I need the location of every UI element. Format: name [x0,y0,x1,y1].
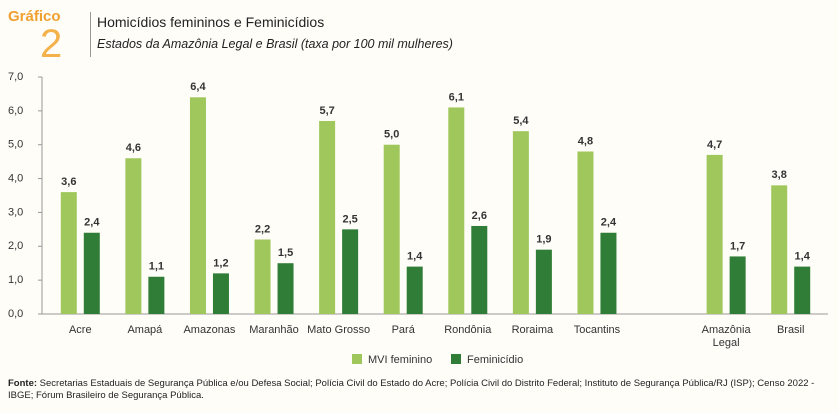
value-label: 1,1 [149,261,164,273]
bar [319,121,336,314]
x-tick-label: Amapá [127,324,163,336]
bar [212,273,229,314]
legend-swatch [352,354,362,364]
source: Fonte: Secretarias Estaduais de Seguranç… [8,378,828,402]
y-tick-label: 7,0 [8,71,23,83]
bar [577,151,594,314]
y-tick-label: 5,0 [8,139,23,151]
bar [342,229,359,314]
legend-item: Feminicídio [451,354,523,366]
value-label: 2,6 [472,210,487,222]
legend-label: MVI feminino [368,354,433,366]
legend-item: MVI feminino [352,354,432,366]
value-label: 2,2 [255,223,270,235]
bar [535,249,552,314]
value-label: 5,7 [319,105,334,117]
bar [794,266,811,314]
bar [471,225,488,314]
x-tick-label: Pará [391,324,415,336]
value-label: 4,6 [126,142,141,154]
value-label: 1,9 [536,234,551,246]
value-label: 4,7 [707,139,722,151]
value-label: 1,2 [213,257,228,269]
y-tick-label: 2,0 [8,240,23,252]
legend-label: Feminicídio [467,354,524,366]
figure-number: 2 [40,22,63,66]
x-tick-label: Mato Grosso [307,324,371,336]
x-tick-label: Amazonas [183,324,236,336]
legend-swatch [451,354,461,364]
y-tick-label: 0,0 [8,308,23,320]
bar [83,232,100,314]
value-label: 2,5 [342,213,357,225]
source-label: Fonte: [8,378,38,389]
bar [60,192,77,314]
bar [254,239,271,314]
value-label: 6,1 [449,91,464,103]
bar [406,266,423,314]
value-label: 2,4 [601,217,617,229]
figure-label: Gráfico [8,8,61,25]
y-tick-label: 6,0 [8,105,23,117]
value-label: 4,8 [578,135,593,147]
x-tick-label: Tocantins [573,324,621,336]
y-tick-label: 3,0 [8,206,23,218]
value-label: 2,4 [84,217,100,229]
x-tick-label: Maranhão [249,324,299,336]
chart-subtitle: Estados da Amazônia Legal e Brasil (taxa… [97,37,453,51]
value-label: 5,0 [384,129,399,141]
x-tick-label: Brasil [776,324,805,336]
bar [125,158,142,314]
bar [277,263,294,314]
bar [512,131,529,314]
bar [383,144,400,314]
bar [771,185,788,314]
bar [148,276,165,314]
y-tick-label: 4,0 [8,172,23,184]
chart-title: Homicídios femininos e Feminicídios [97,14,325,30]
value-label: 1,5 [278,247,293,259]
bar [448,107,465,314]
bar [729,256,746,314]
value-label: 3,8 [772,169,787,181]
value-label: 1,4 [407,251,423,263]
divider [90,12,91,57]
bar [600,232,617,314]
bar [706,154,723,314]
value-label: 3,6 [61,176,76,188]
value-label: 1,4 [795,251,811,263]
value-label: 5,4 [513,115,529,127]
value-label: 1,7 [730,240,745,252]
bar [189,97,206,314]
x-tick-label: Rondônia [444,324,492,336]
x-tick-label: Amazônia Legal [701,324,751,349]
x-tick-label: Acre [68,324,92,336]
value-label: 6,4 [190,81,206,93]
y-tick-label: 1,0 [8,274,23,286]
source-text: Secretarias Estaduais de Segurança Públi… [8,378,815,401]
x-tick-label: Roraima [511,324,554,336]
